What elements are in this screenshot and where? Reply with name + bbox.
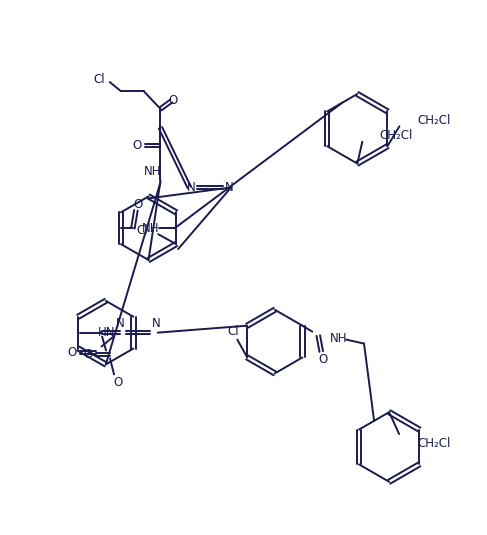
Text: Cl: Cl bbox=[93, 73, 105, 86]
Text: O: O bbox=[133, 198, 143, 211]
Text: NH: NH bbox=[142, 221, 160, 235]
Text: HN: HN bbox=[98, 326, 115, 339]
Text: O: O bbox=[67, 346, 76, 359]
Text: O: O bbox=[113, 376, 123, 389]
Text: CH₂Cl: CH₂Cl bbox=[417, 114, 450, 127]
Text: O: O bbox=[318, 353, 328, 366]
Text: N: N bbox=[187, 181, 196, 194]
Text: O: O bbox=[132, 139, 141, 152]
Text: Cl: Cl bbox=[137, 224, 148, 236]
Text: CH₂Cl: CH₂Cl bbox=[379, 129, 412, 142]
Text: N: N bbox=[225, 181, 233, 194]
Text: O: O bbox=[169, 95, 178, 108]
Text: Cl: Cl bbox=[227, 325, 239, 338]
Text: N: N bbox=[151, 317, 160, 330]
Text: NH: NH bbox=[329, 332, 347, 345]
Text: N: N bbox=[115, 317, 124, 330]
Text: CH₂Cl: CH₂Cl bbox=[417, 438, 450, 450]
Text: O: O bbox=[84, 348, 93, 361]
Text: NH: NH bbox=[144, 165, 161, 178]
